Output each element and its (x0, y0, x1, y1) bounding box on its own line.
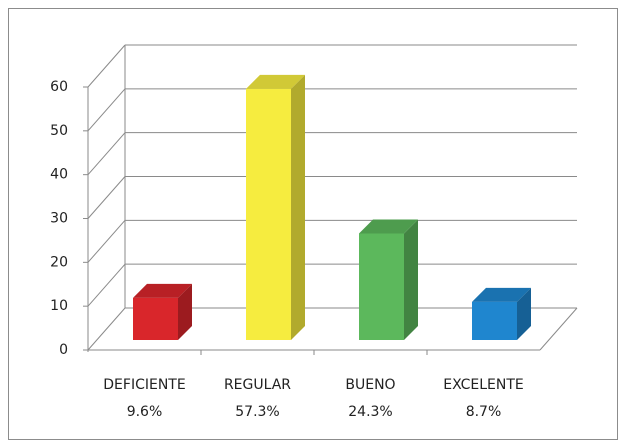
grid-line (87, 176, 126, 219)
value-label: 8.7% (466, 404, 502, 420)
y-tick-label: 10 (50, 298, 68, 314)
floor-edge (539, 307, 578, 351)
bar (246, 88, 291, 341)
grid-line (87, 88, 126, 132)
y-tick-label: 0 (59, 342, 68, 358)
bar-top (472, 287, 531, 302)
y-tick-label: 40 (50, 167, 68, 183)
bar-side (291, 74, 305, 341)
bar-top (246, 74, 305, 89)
bar-side (404, 219, 418, 340)
grid-line (87, 307, 126, 351)
grid-line (87, 44, 126, 88)
bar-side (517, 287, 531, 340)
x-tick-label: BUENO (345, 377, 395, 393)
bar (472, 301, 517, 340)
y-tick-label: 60 (50, 79, 68, 95)
bar-side (178, 283, 192, 340)
x-tick-label: REGULAR (224, 377, 291, 393)
bar (359, 233, 404, 340)
value-label: 9.6% (127, 404, 163, 420)
grid-line (87, 132, 126, 175)
grid-line (87, 263, 126, 307)
bar (133, 297, 178, 340)
value-label: 24.3% (348, 404, 392, 420)
bar-top (359, 219, 418, 234)
x-tick-label: EXCELENTE (443, 377, 524, 393)
value-label: 57.3% (235, 404, 279, 420)
y-tick-label: 20 (50, 254, 68, 270)
x-tick-label: DEFICIENTE (103, 377, 185, 393)
chart-frame (8, 8, 618, 440)
y-tick-label: 30 (50, 211, 68, 227)
grid-line (87, 220, 126, 263)
bar-top (133, 283, 192, 298)
y-tick-label: 50 (50, 123, 68, 139)
